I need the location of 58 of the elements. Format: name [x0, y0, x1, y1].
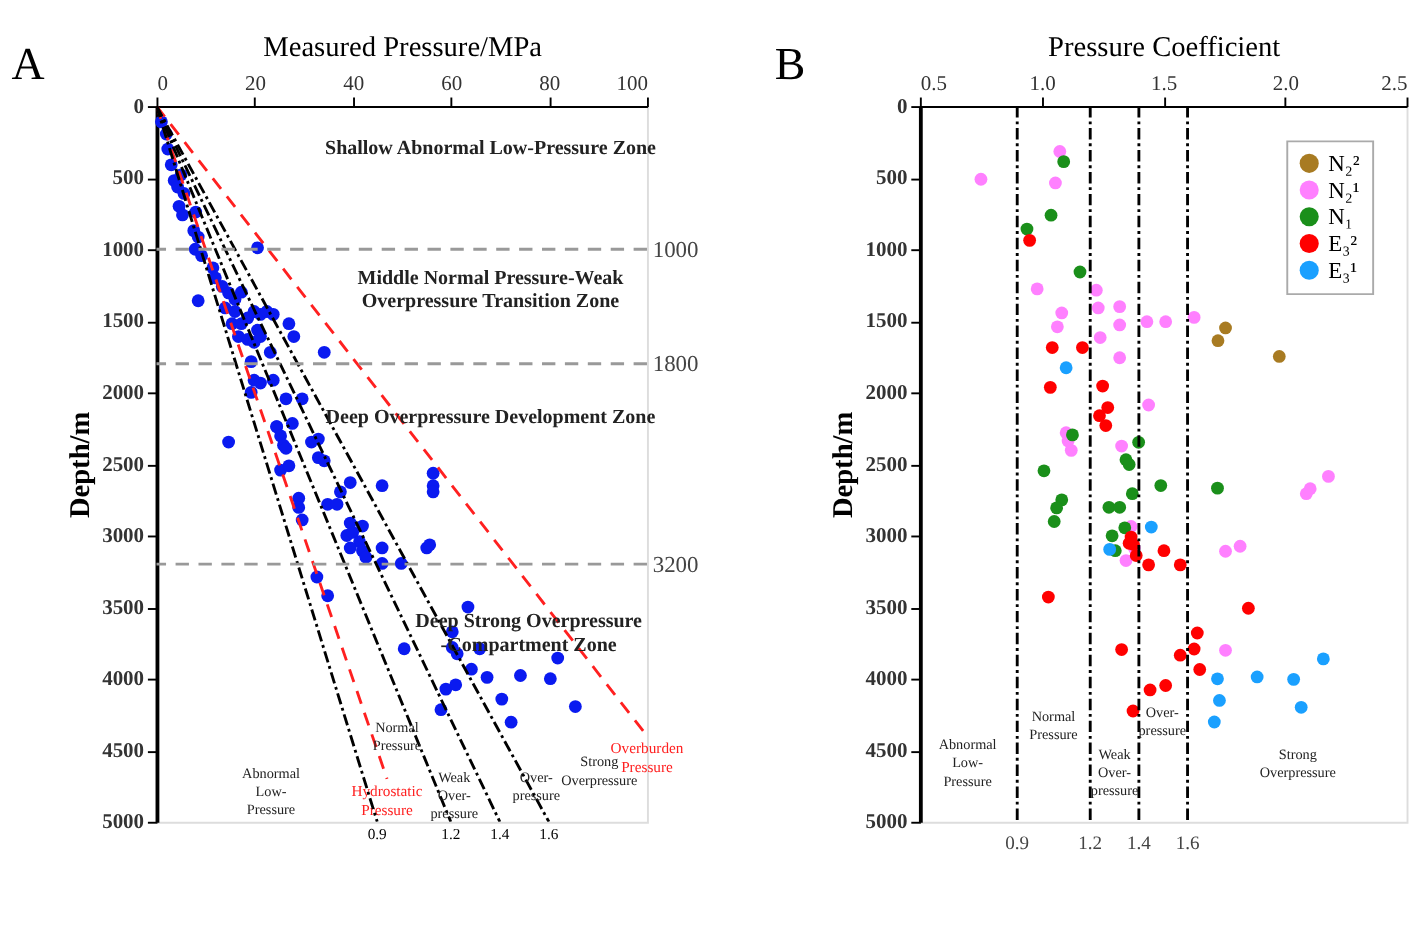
x-tick-label: 0: [157, 73, 168, 96]
y-tick-label: 4500: [865, 740, 908, 763]
ref-line-label: 1.6: [1175, 832, 1200, 855]
y-tick-label: 3000: [865, 526, 908, 549]
chart-title: B: [774, 39, 806, 90]
series-label: 1.4: [490, 824, 510, 843]
series-label: 1.6: [539, 824, 559, 843]
x-tick-label: 1.5: [1151, 73, 1178, 96]
y-axis-title: Depth/m: [828, 411, 861, 519]
ref-line-label: 3200: [652, 553, 700, 578]
y-tick-label: 0: [133, 96, 145, 119]
y-tick-label: 2000: [102, 383, 145, 406]
ref-line-label: 1.4: [1126, 832, 1152, 855]
y-tick-label: 3000: [102, 526, 145, 549]
y-tick-label: 4500: [102, 740, 145, 763]
y-tick-label: 1000: [102, 239, 145, 262]
ref-line-label: 0.9: [1005, 832, 1030, 855]
annotation: Middle Normal Pressure-Weak Overpressure Transition Zone: [357, 267, 625, 314]
x-tick-label: 1.0: [1029, 73, 1056, 96]
y-axis-title: Depth/m: [64, 411, 97, 519]
y-tick-label: 4000: [102, 669, 145, 692]
y-tick-label: 0: [896, 96, 908, 119]
y-tick-label: 3500: [865, 597, 908, 620]
y-tick-label: 2500: [102, 454, 145, 477]
legend-label: E₃²: [1328, 233, 1359, 258]
y-tick-label: 2500: [865, 454, 908, 477]
x-tick-label: 2.0: [1272, 73, 1299, 96]
legend-label: N₂²: [1328, 153, 1361, 177]
series-label: Hydrostatic Pressure: [351, 782, 424, 820]
x-tick-label: 0.5: [920, 73, 948, 96]
ref-line-label: 1000: [652, 238, 700, 263]
x-tick-label: 100: [616, 73, 648, 96]
x-axis-title: Measured Pressure/MPa: [263, 31, 544, 64]
y-tick-label: 1000: [865, 239, 908, 262]
x-tick-label: 60: [441, 73, 463, 96]
y-tick-label: 3500: [102, 597, 145, 620]
y-tick-label: 500: [112, 168, 145, 191]
ref-line-label: 1.2: [1078, 832, 1103, 855]
legend-label: E₃¹: [1328, 259, 1359, 284]
series-label: 1.2: [441, 824, 461, 843]
legend-label: N₁: [1328, 206, 1353, 231]
y-tick-label: 2000: [865, 383, 908, 406]
y-tick-label: 5000: [102, 812, 145, 835]
series-label: 0.9: [367, 824, 388, 843]
annotation: Shallow Abnormal Low-Pressure Zone: [324, 137, 658, 160]
x-tick-label: 40: [343, 73, 365, 96]
chart-title: A: [11, 39, 46, 90]
y-tick-label: 5000: [865, 812, 908, 835]
y-tick-label: 1500: [865, 311, 908, 334]
y-tick-label: 4000: [865, 669, 908, 692]
y-tick-label: 500: [876, 168, 908, 191]
x-tick-label: 2.5: [1381, 73, 1408, 96]
y-tick-label: 1500: [102, 311, 145, 334]
legend-label: N₂¹: [1328, 179, 1361, 204]
x-tick-label: 80: [539, 73, 561, 96]
ref-line-label: 1800: [652, 353, 700, 378]
x-axis-title: Pressure Coefficient: [1048, 31, 1281, 64]
x-tick-label: 20: [245, 73, 267, 96]
